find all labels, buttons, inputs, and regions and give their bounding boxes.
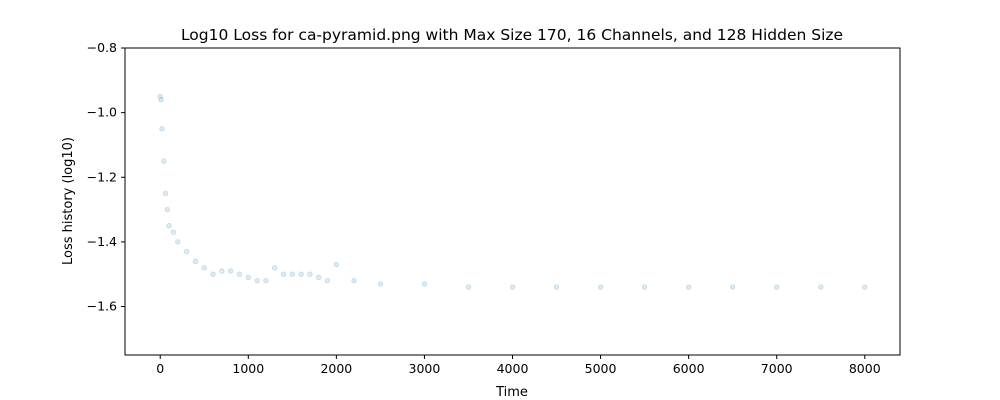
scatter-point <box>465 284 472 290</box>
scatter-point <box>161 158 167 164</box>
scatter-point <box>333 261 340 268</box>
scatter-point <box>192 258 199 264</box>
scatter-point <box>219 268 225 274</box>
scatter-point <box>316 274 322 281</box>
scatter-point <box>862 284 868 290</box>
scatter-point <box>175 239 181 245</box>
y-axis-label: Loss history (log10) <box>61 137 76 265</box>
chart-title: Log10 Loss for ca-pyramid.png with Max S… <box>181 26 843 44</box>
scatter-point <box>227 268 234 274</box>
scatter-point <box>729 284 736 290</box>
scatter-point <box>183 248 190 255</box>
y-axis: −0.8 −1.0 −1.2 −1.4 −1.6 <box>87 40 125 314</box>
scatter-point <box>157 93 163 100</box>
scatter-point <box>351 277 357 284</box>
scatter-point <box>166 223 172 229</box>
x-tick-label: 8000 <box>849 361 881 376</box>
y-tick-label: −1.0 <box>87 105 117 120</box>
scatter-point <box>818 284 824 290</box>
scatter-point <box>307 271 313 277</box>
scatter-point <box>210 271 216 277</box>
scatter-point <box>597 284 604 290</box>
x-tick-label: 0 <box>156 361 164 376</box>
plot-area-frame <box>124 47 901 356</box>
scatter-point <box>421 281 428 287</box>
scatter-point <box>377 281 384 287</box>
x-tick-label: 6000 <box>673 361 705 376</box>
x-axis-label: Time <box>495 385 528 400</box>
scatter-point <box>254 277 260 284</box>
scatter-point <box>245 274 251 281</box>
scatter-point <box>263 277 269 284</box>
scatter-point <box>280 271 287 277</box>
scatter-point <box>298 271 304 277</box>
scatter-point <box>158 97 164 103</box>
x-tick-label: 5000 <box>585 361 617 376</box>
x-tick-label: 7000 <box>761 361 793 376</box>
scatter-point <box>509 284 516 290</box>
scatter-point <box>164 206 170 213</box>
x-tick-label: 3000 <box>409 361 441 376</box>
scatter-point <box>289 271 296 277</box>
scatter-point <box>170 229 177 235</box>
scatter-point <box>162 190 169 197</box>
scatter-point <box>159 126 165 132</box>
scatter-point <box>774 284 780 290</box>
y-tick-label: −1.6 <box>87 299 117 314</box>
x-tick-label: 4000 <box>497 361 529 376</box>
x-tick-label: 1000 <box>232 361 264 376</box>
scatter-point <box>236 271 243 277</box>
scatter-point <box>272 265 278 271</box>
data-points <box>157 93 868 290</box>
y-tick-label: −1.4 <box>87 234 117 249</box>
y-tick-label: −0.8 <box>87 40 117 55</box>
y-tick-label: −1.2 <box>87 169 117 184</box>
scatter-point <box>553 284 560 290</box>
scatter-point <box>324 277 331 284</box>
scatter-point <box>685 284 692 290</box>
scatter-point <box>641 284 648 290</box>
x-tick-label: 2000 <box>320 361 352 376</box>
scatter-point <box>201 265 207 271</box>
x-axis: 0 1000 2000 3000 4000 5000 6000 7000 8000 <box>156 355 881 376</box>
